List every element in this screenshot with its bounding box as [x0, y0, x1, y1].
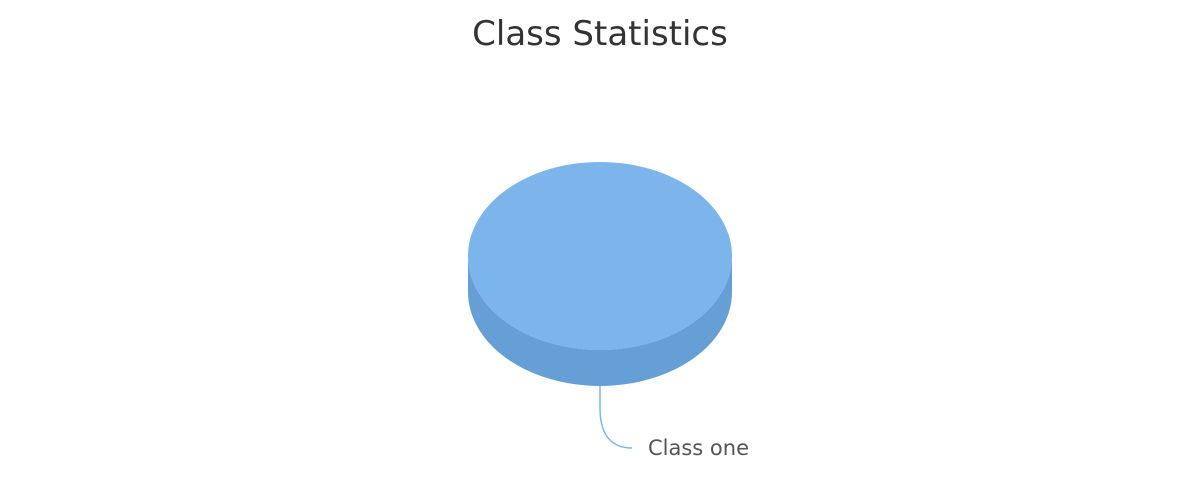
data-label: Class one [648, 436, 749, 460]
pie-slice-side[interactable] [468, 256, 732, 386]
slice-labels: Class one [599, 386, 749, 460]
pie-slice[interactable] [468, 162, 732, 350]
pie-slices [468, 162, 732, 386]
data-label-connector [599, 386, 633, 449]
chart-title: Class Statistics [472, 14, 728, 54]
